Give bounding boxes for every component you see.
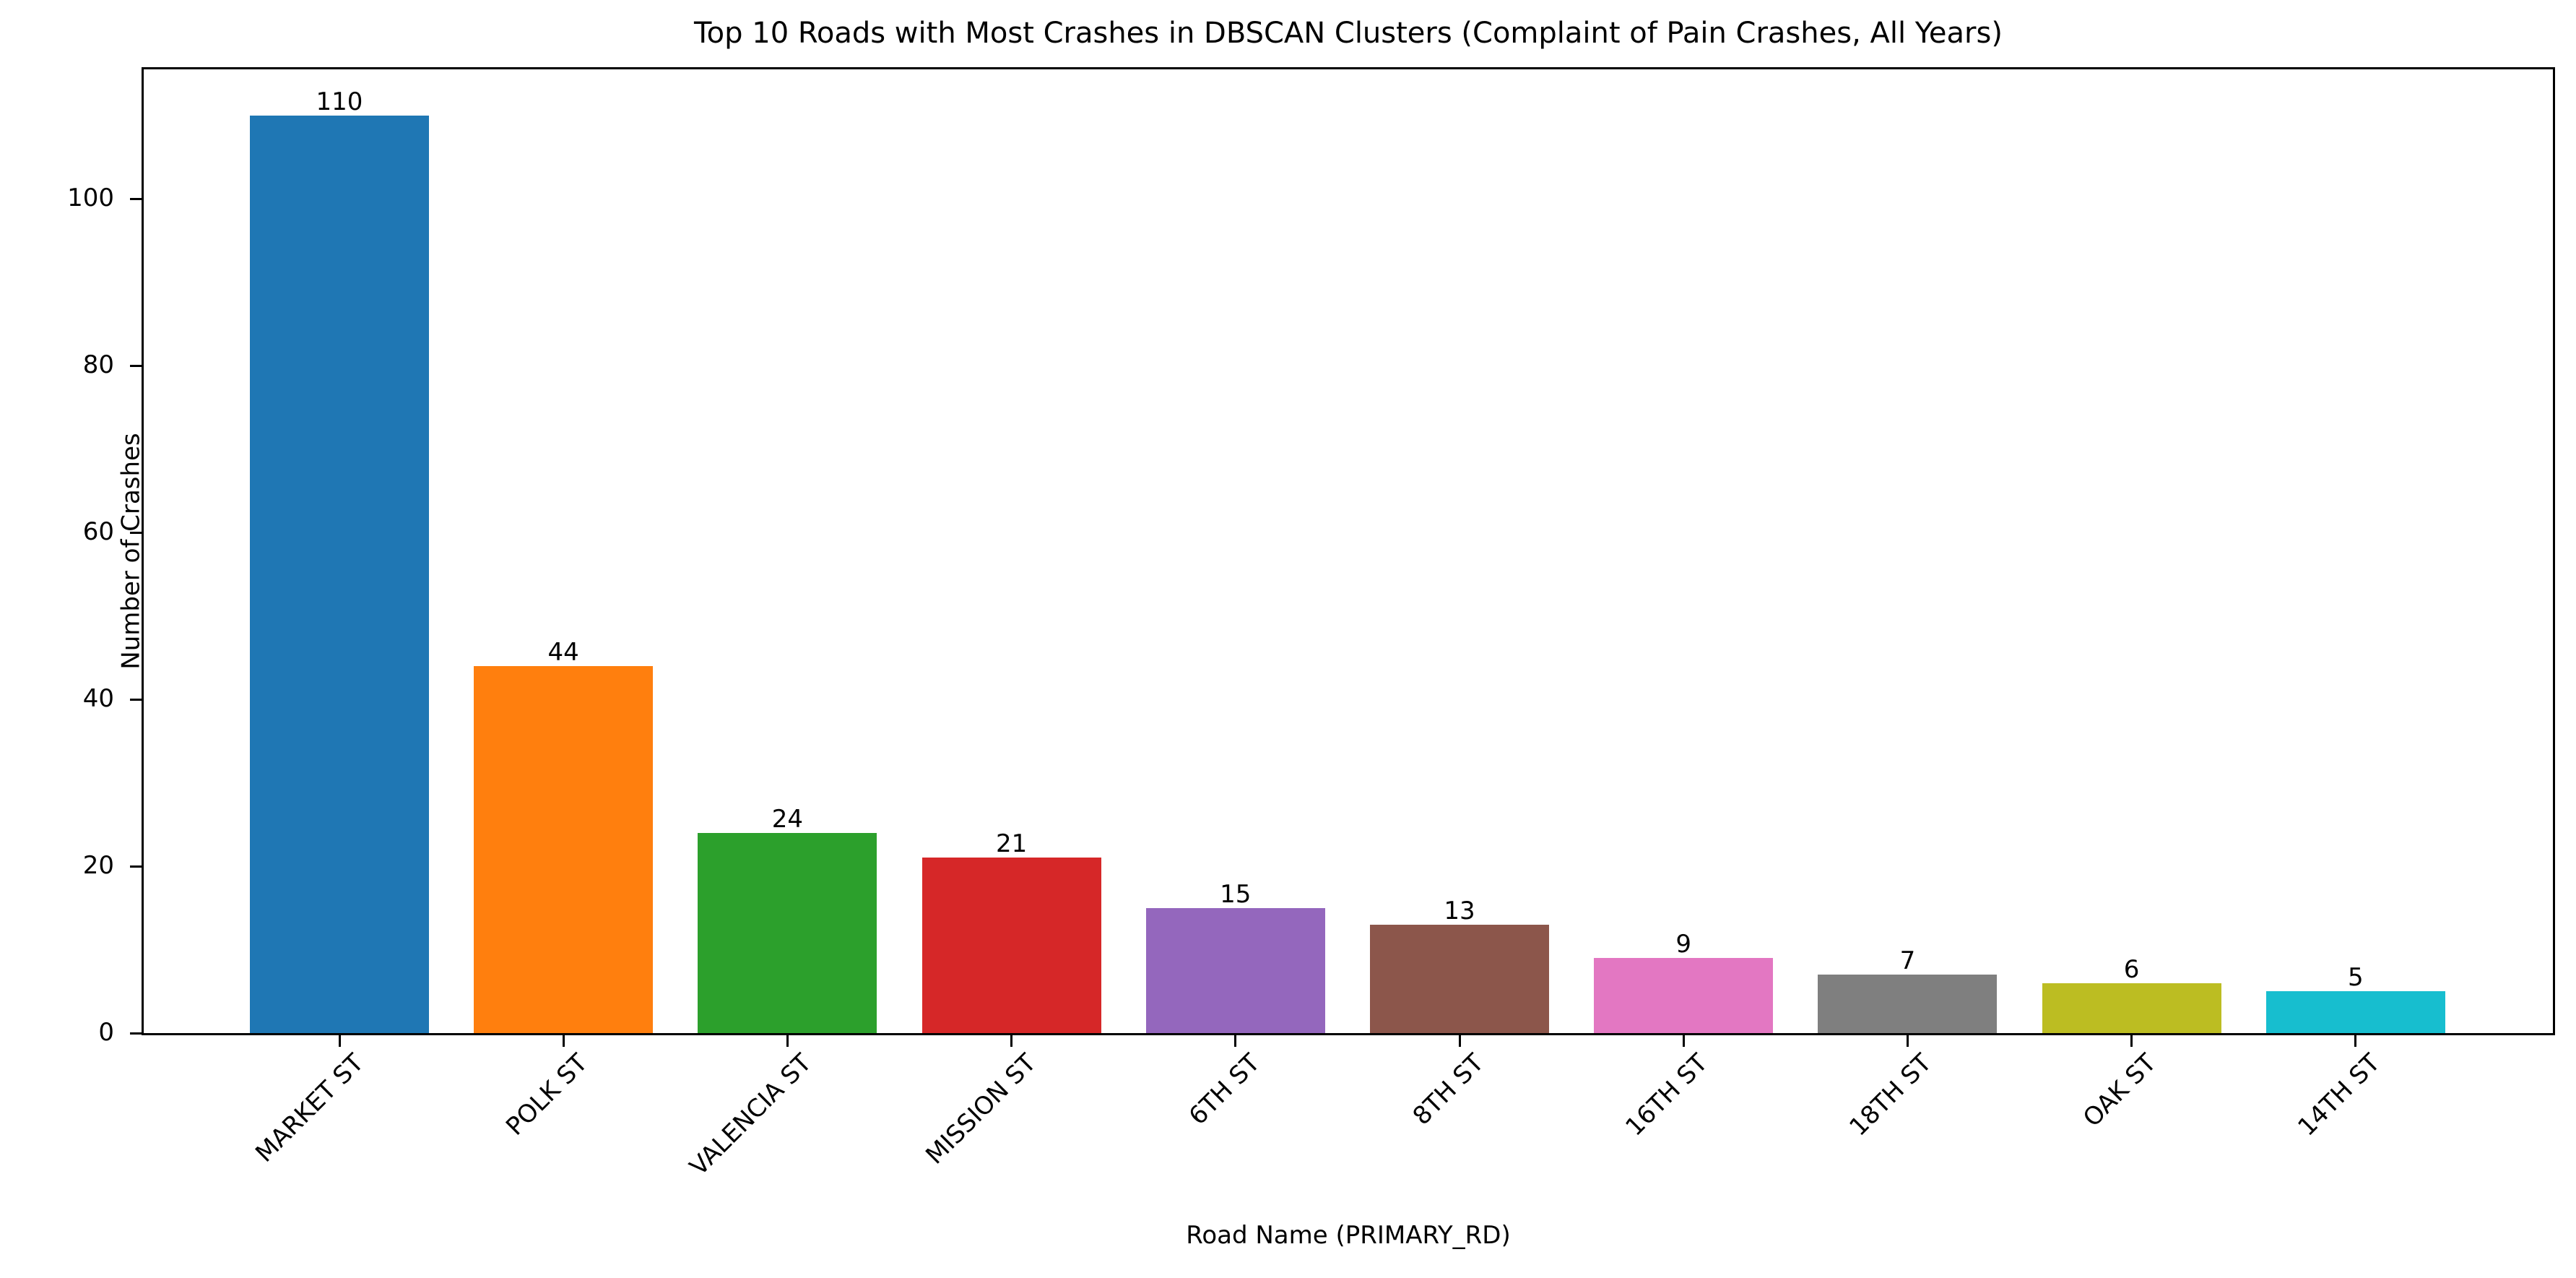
y-tick-label: 40 (82, 683, 114, 713)
bar (250, 115, 429, 1033)
y-tick: 0 (98, 1019, 142, 1046)
y-tick-label: 0 (98, 1017, 114, 1047)
bar (921, 858, 1101, 1033)
bar-value-label: 9 (1675, 930, 1692, 959)
x-tick (1682, 1035, 1685, 1047)
y-tick-label: 20 (82, 850, 114, 880)
x-tick-label: MARKET ST (250, 1048, 370, 1168)
x-tick-label: 14TH ST (2292, 1048, 2386, 1142)
bar-value-label: 110 (316, 87, 363, 116)
bar (1594, 958, 1774, 1033)
bar (1370, 924, 1549, 1033)
x-tick-label: 18TH ST (1844, 1048, 1938, 1142)
x-tick (1234, 1035, 1237, 1047)
y-tick-label: 100 (67, 183, 114, 212)
x-tick-label: POLK ST (500, 1048, 594, 1141)
x-tick (1010, 1035, 1013, 1047)
bar-value-label: 15 (1220, 879, 1252, 909)
y-tick: 20 (83, 852, 142, 879)
x-axis-label: Road Name (PRIMARY_RD) (1186, 1221, 1511, 1250)
y-tick-label: 60 (82, 517, 114, 546)
bar-value-label: 44 (547, 637, 579, 667)
bar-value-label: 13 (1444, 896, 1475, 925)
y-tick: 100 (67, 184, 142, 212)
bar (2265, 991, 2445, 1033)
x-tick-label: VALENCIA ST (684, 1048, 818, 1182)
plot-area: 110 44 24 21 15 13 9 7 6 5 0 20 40 60 80 100 (67, 67, 2555, 1047)
x-tick-label: MISSION ST (919, 1048, 1042, 1170)
y-tick: 80 (83, 351, 142, 379)
y-tick-label: 80 (82, 350, 114, 379)
bar-value-label: 5 (2347, 963, 2364, 993)
x-tick-label: 16TH ST (1620, 1048, 1714, 1142)
x-tick (338, 1035, 341, 1047)
y-tick: 60 (83, 518, 142, 545)
x-tick-label: 8TH ST (1407, 1048, 1490, 1131)
bar (2042, 983, 2221, 1033)
x-tick-label: 6TH ST (1183, 1048, 1266, 1131)
x-tick (2354, 1035, 2357, 1047)
x-tick (1458, 1035, 1461, 1047)
bar (474, 665, 654, 1033)
bar (1818, 975, 1998, 1033)
bar-value-label: 7 (1899, 946, 1916, 976)
x-tick (786, 1035, 789, 1047)
y-tick: 40 (83, 685, 142, 712)
bar-value-label: 21 (995, 829, 1028, 859)
x-tick (562, 1035, 565, 1047)
bar-value-label: 6 (2123, 954, 2140, 984)
x-tick (2130, 1035, 2133, 1047)
bar-value-label: 24 (771, 804, 804, 834)
bar (1145, 907, 1325, 1033)
x-tick-label: OAK ST (2077, 1048, 2162, 1133)
chart-title: Top 10 Roads with Most Crashes in DBSCAN… (694, 17, 2003, 50)
y-axis-label: Number of Crashes (116, 433, 146, 670)
bar (698, 832, 877, 1033)
x-tick (1906, 1035, 1909, 1047)
